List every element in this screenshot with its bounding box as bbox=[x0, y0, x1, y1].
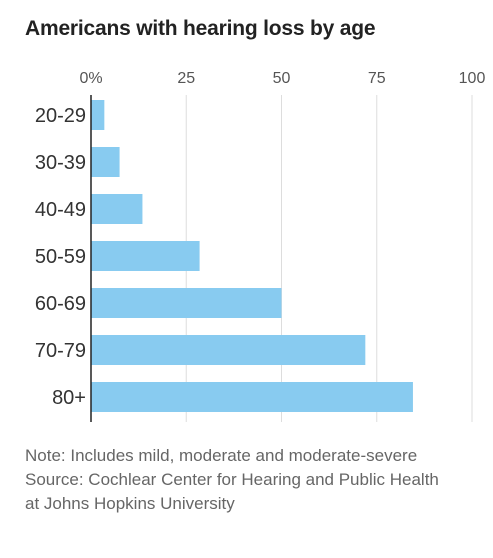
x-tick-label: 100 bbox=[459, 70, 486, 87]
grid-lines bbox=[185, 95, 473, 422]
note-text: Note: Includes mild, moderate and modera… bbox=[25, 446, 418, 465]
chart-title: Americans with hearing loss by age bbox=[25, 17, 376, 40]
y-tick-label: 70-79 bbox=[35, 340, 86, 362]
y-tick-label: 30-39 bbox=[35, 152, 86, 174]
hearing-loss-bar-chart: 0% 25 50 75 100 20-29 30-39 40-49 50-59 60-69 70-7… bbox=[35, 70, 486, 422]
y-tick-label: 60-69 bbox=[35, 293, 86, 315]
y-tick-label: 20-29 bbox=[35, 105, 86, 127]
bar-30-39 bbox=[91, 147, 120, 177]
footnote: Note: Includes mild, moderate and modera… bbox=[25, 444, 445, 516]
tick-labels: 0% 25 50 75 100 20-29 30-39 40-49 50-59 60-69 70-7… bbox=[35, 70, 486, 409]
x-tick-label: 75 bbox=[368, 70, 386, 87]
x-tick-label: 25 bbox=[177, 70, 195, 87]
bar-20-29 bbox=[91, 100, 105, 130]
y-tick-label: 80+ bbox=[52, 387, 86, 409]
bar-70-79 bbox=[91, 335, 366, 365]
bar-40-49 bbox=[91, 194, 143, 224]
bar-50-59 bbox=[91, 241, 200, 271]
bars bbox=[91, 100, 413, 412]
y-tick-label: 50-59 bbox=[35, 246, 86, 268]
bar-60-69 bbox=[91, 288, 282, 318]
bar-80+ bbox=[91, 382, 413, 412]
x-tick-label: 0% bbox=[79, 70, 102, 87]
y-tick-label: 40-49 bbox=[35, 199, 86, 221]
source-text: Source: Cochlear Center for Hearing and … bbox=[25, 470, 439, 513]
x-tick-label: 50 bbox=[273, 70, 291, 87]
